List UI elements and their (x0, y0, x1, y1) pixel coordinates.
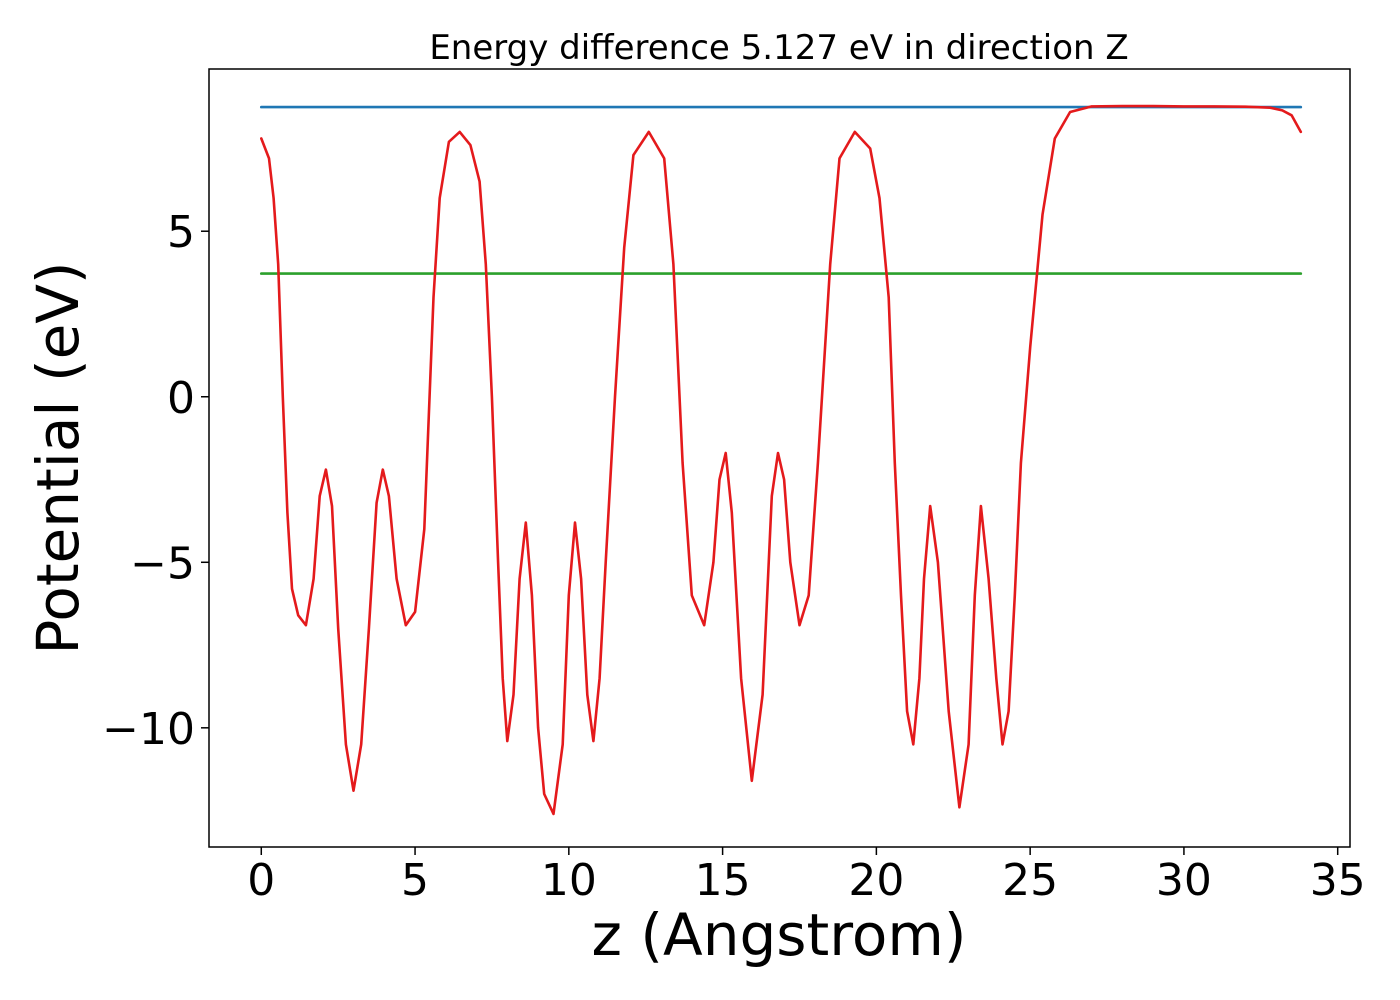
y-tick-label-3: 5 (167, 207, 195, 258)
y-tick-label-0: −10 (102, 704, 195, 755)
plot-frame (208, 68, 1351, 848)
y-tick-label-1: −5 (130, 538, 195, 589)
x-tick-label-4: 20 (848, 855, 904, 906)
x-axis-label: z (Angstrom) (592, 901, 967, 969)
y-tick-label-2: 0 (167, 373, 195, 424)
x-tick-label-7: 35 (1310, 855, 1366, 906)
x-tick-label-1: 5 (401, 855, 429, 906)
x-tick-label-5: 25 (1002, 855, 1058, 906)
y-axis-label: Potential (eV) (24, 261, 92, 654)
x-tick-label-3: 15 (695, 855, 751, 906)
series-line-2 (259, 104, 1303, 816)
x-tick-label-2: 10 (541, 855, 597, 906)
chart-title: Energy difference 5.127 eV in direction … (429, 28, 1128, 68)
y-axis: −10 −5 0 5 (102, 207, 209, 755)
x-tick-label-6: 30 (1156, 855, 1212, 906)
x-axis: 0 5 10 15 20 25 30 35 (247, 847, 1366, 906)
plot-area (259, 104, 1303, 816)
x-tick-label-0: 0 (247, 855, 275, 906)
